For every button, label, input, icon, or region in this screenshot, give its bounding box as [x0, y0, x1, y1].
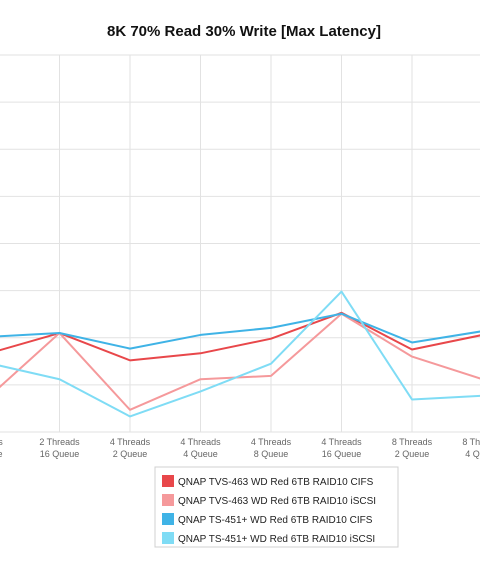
x-tick-label: 4 Threads [251, 437, 292, 447]
legend-swatch [162, 475, 174, 487]
x-tick-label: 16 Queue [322, 449, 362, 459]
x-tick-label: hreads [0, 437, 3, 447]
legend-swatch [162, 532, 174, 544]
legend-label: QNAP TS-451+ WD Red 6TB RAID10 iSCSI [178, 534, 375, 545]
chart-title: 8K 70% Read 30% Write [Max Latency] [107, 23, 381, 40]
chart-series-lines [0, 290, 480, 418]
series-line-1 [0, 311, 480, 362]
x-tick-label: 2 Queue [113, 449, 148, 459]
x-tick-label: 4 Threads [321, 437, 362, 447]
legend-label: QNAP TS-451+ WD Red 6TB RAID10 CIFS [178, 515, 373, 526]
legend-swatch [162, 494, 174, 506]
legend-label: QNAP TVS-463 WD Red 6TB RAID10 CIFS [178, 477, 374, 488]
legend-swatch [162, 513, 174, 525]
x-tick-label: 8 Queue [254, 449, 289, 459]
x-tick-label: 2 Threads [39, 437, 80, 447]
x-tick-label: 8 Threads [462, 437, 480, 447]
legend-label: QNAP TVS-463 WD Red 6TB RAID10 iSCSI [178, 496, 376, 507]
x-tick-label: Queue [0, 449, 3, 459]
chart-grid [0, 54, 480, 433]
x-axis-tick-labels: hreads Queue 2 Threads 16 Queue 4 Threads 2 Q… [0, 437, 480, 459]
x-tick-label: 4 Threads [110, 437, 151, 447]
x-tick-label: 2 Queue [395, 449, 430, 459]
x-tick-label: 4 Queue [183, 449, 218, 459]
chart-legend: QNAP TVS-463 WD Red 6TB RAID10 CIFS QNAP … [154, 466, 399, 548]
x-tick-label: 8 Threads [392, 437, 433, 447]
legend-box [154, 466, 399, 548]
x-tick-label: 4 Threads [180, 437, 221, 447]
series-line-3 [0, 312, 480, 350]
series-line-4 [0, 290, 480, 418]
series-line-2 [0, 312, 480, 411]
x-tick-label: 4 Queue [465, 449, 480, 459]
x-tick-label: 16 Queue [40, 449, 80, 459]
